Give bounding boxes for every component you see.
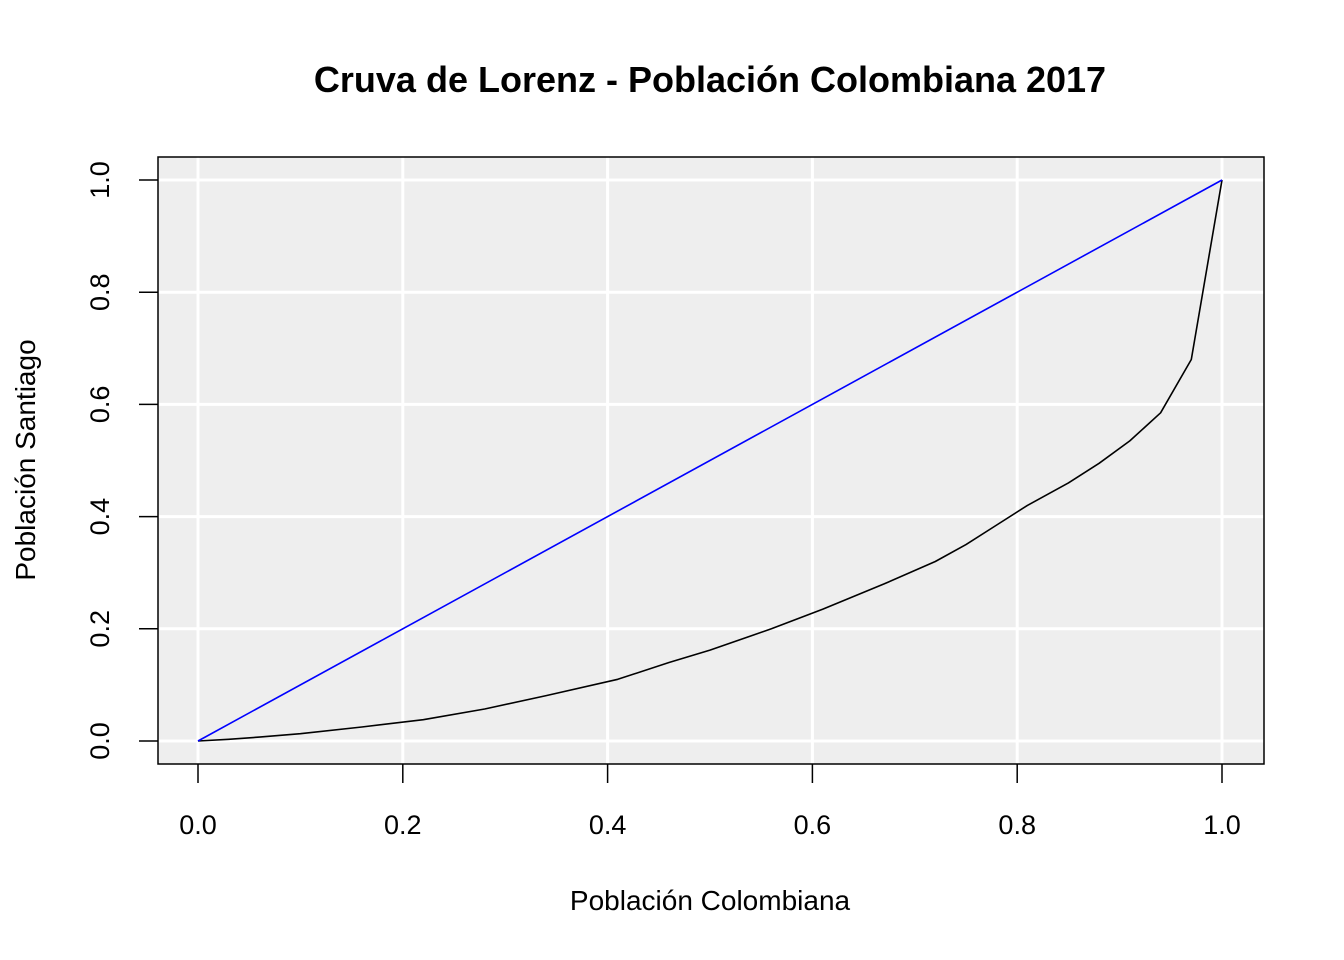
y-tick-label: 0.0 [85, 722, 115, 760]
equality-line [197, 179, 1223, 742]
x-axis-label: Población Colombiana [570, 885, 851, 916]
x-tick-label: 0.2 [384, 810, 422, 840]
lorenz-curve-line [197, 179, 1223, 742]
axes: 0.0 0.2 0.4 0.6 0.8 1.0 0.0 0.2 0.4 0.6 0.8 1.0 [85, 161, 1241, 840]
x-tick-label: 0.8 [998, 810, 1036, 840]
x-tick-label: 1.0 [1203, 810, 1241, 840]
plot-frame [157, 156, 1265, 765]
x-tick-label: 0.6 [794, 810, 832, 840]
y-tick-label: 1.0 [85, 161, 115, 199]
y-tick-label: 0.4 [85, 498, 115, 536]
series-lines [197, 179, 1223, 742]
y-axis-label: Población Santiago [10, 339, 41, 580]
y-tick-label: 0.2 [85, 610, 115, 648]
y-tick-label: 0.6 [85, 386, 115, 424]
y-tick-label: 0.8 [85, 273, 115, 311]
x-tick-label: 0.4 [589, 810, 627, 840]
chart-title: Cruva de Lorenz - Población Colombiana 2… [314, 59, 1106, 100]
x-tick-label: 0.0 [179, 810, 217, 840]
grid-lines [158, 157, 1264, 764]
